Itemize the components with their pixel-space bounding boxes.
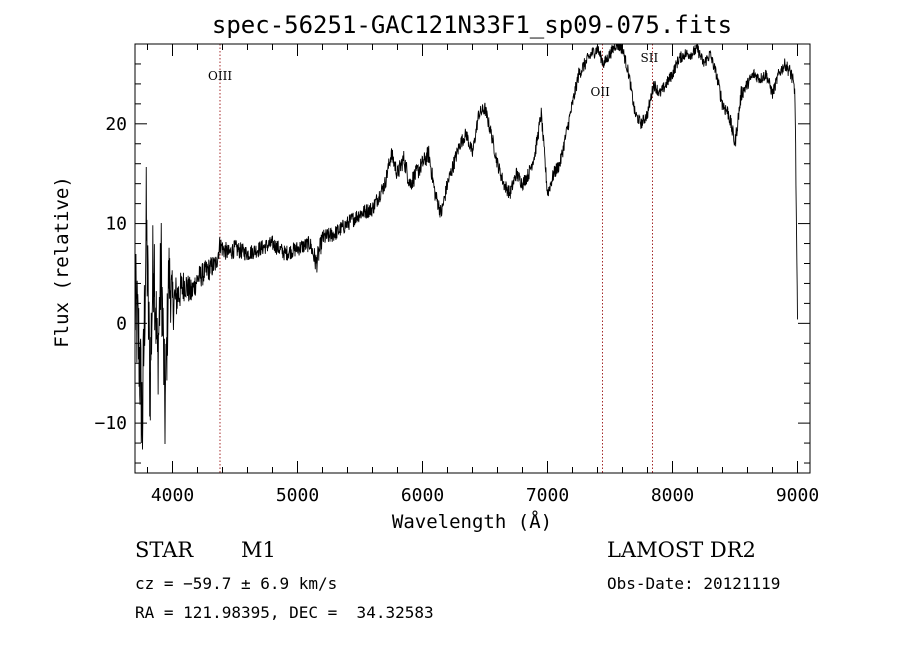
y-tick-label: −10	[94, 413, 127, 434]
coordinates-line: RA = 121.98395, DEC = 34.32583	[135, 603, 434, 622]
y-tick-label: 10	[105, 214, 127, 235]
object-class: STAR	[135, 538, 194, 562]
obs-date-line: Obs-Date: 20121119	[607, 574, 781, 593]
marker-label-oiii: OIII	[208, 69, 232, 83]
x-tick-label: 6000	[401, 485, 444, 506]
marker-label-oii: OII	[591, 85, 611, 99]
plot-area: OIII OII SII	[135, 44, 798, 473]
x-tick-label: 7000	[526, 485, 569, 506]
y-tick-label: 20	[105, 114, 127, 135]
y-tick-label: 0	[116, 313, 127, 334]
x-axis-label: Wavelength (Å)	[392, 510, 552, 533]
x-tick-label: 8000	[651, 485, 694, 506]
y-axis-label: Flux (relative)	[51, 176, 73, 348]
marker-label-sii: SII	[641, 51, 659, 65]
object-subclass: M1	[241, 538, 276, 562]
axes: 4000 5000 6000 7000 8000 9000 −10 0 10 20	[94, 43, 819, 506]
spectrum-line	[135, 44, 798, 450]
x-tick-label: 9000	[776, 485, 819, 506]
x-tick-label: 5000	[276, 485, 319, 506]
survey-label: LAMOST DR2	[607, 538, 756, 562]
chart-title: spec-56251-GAC121N33F1_sp09-075.fits	[212, 11, 732, 39]
x-tick-label: 4000	[151, 485, 194, 506]
redshift-line: cz = −59.7 ± 6.9 km/s	[135, 574, 338, 593]
plot-frame	[134, 43, 811, 474]
